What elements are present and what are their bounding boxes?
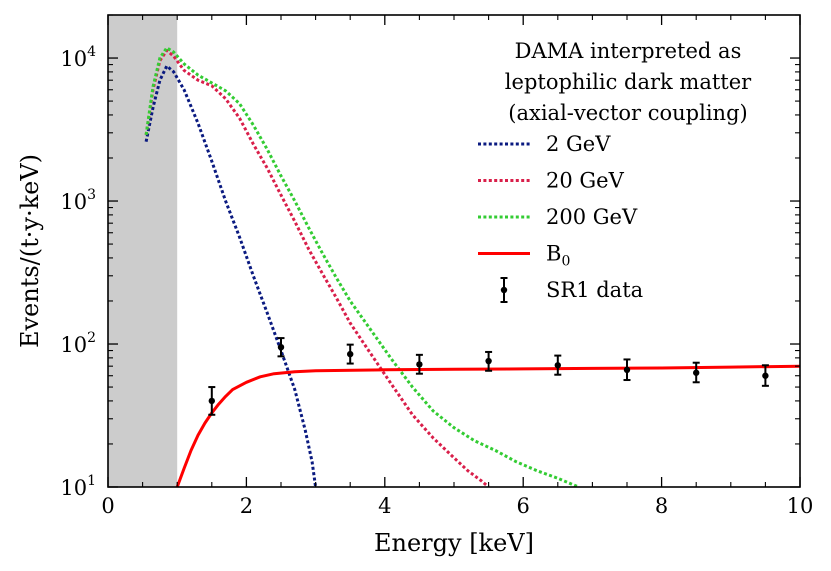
legend-label-1: 20 GeV [546,169,625,193]
y-tick-label: 104 [60,44,96,71]
x-tick-label: 6 [517,494,530,518]
x-axis-label: Energy [keV] [374,529,534,557]
series-line-1 [144,49,490,487]
legend-title-line: DAMA interpreted as [515,39,742,63]
series-line-3 [175,364,800,487]
data-point-6 [623,358,631,382]
legend-label-3: B0 [546,242,570,270]
x-tick-label: 2 [240,494,253,518]
data-point-0 [208,386,216,416]
series-line-0 [144,64,318,487]
shaded-region [108,15,178,487]
legend-title-line: leptophilic dark matter [505,70,752,94]
legend-data-marker [500,286,508,294]
data-point-3 [415,353,423,375]
x-tick-label: 10 [787,494,814,518]
data-point-7 [692,361,700,384]
data-point-4 [485,350,493,372]
series-line-2 [144,46,580,487]
data-marker [277,343,285,351]
data-marker [416,361,423,368]
data-point-2 [346,343,354,365]
plot-area [108,15,800,487]
legend: DAMA interpreted as leptophilic dark matt… [478,39,752,303]
y-tick-label: 103 [60,187,96,214]
data-point-1 [277,337,285,358]
data-point-8 [761,364,769,387]
data-marker [762,372,769,379]
data-marker [347,350,354,358]
x-tick-label: 0 [101,494,114,518]
legend-title-line: (axial-vector coupling) [508,101,747,125]
legend-label-data: SR1 data [546,278,643,302]
legend-data-swatch [500,277,508,303]
data-marker [208,397,215,405]
y-tick-label: 102 [60,330,96,357]
data-marker [623,366,631,374]
data-marker [485,357,492,365]
y-axis-label: Events/(t·y·keV) [16,154,44,348]
data-marker [693,369,700,376]
x-tick-label: 8 [655,494,668,518]
data-marker [554,362,561,369]
legend-label-0: 2 GeV [546,132,611,156]
x-tick-label: 4 [378,494,391,518]
data-point-5 [554,354,562,376]
axes: 0 2 4 6 8 10 101 102 103 104 Energy [keV] Events/(t… [16,14,814,557]
legend-label-2: 200 GeV [546,205,638,229]
series-group [144,46,800,487]
y-tick-label: 101 [60,473,96,500]
